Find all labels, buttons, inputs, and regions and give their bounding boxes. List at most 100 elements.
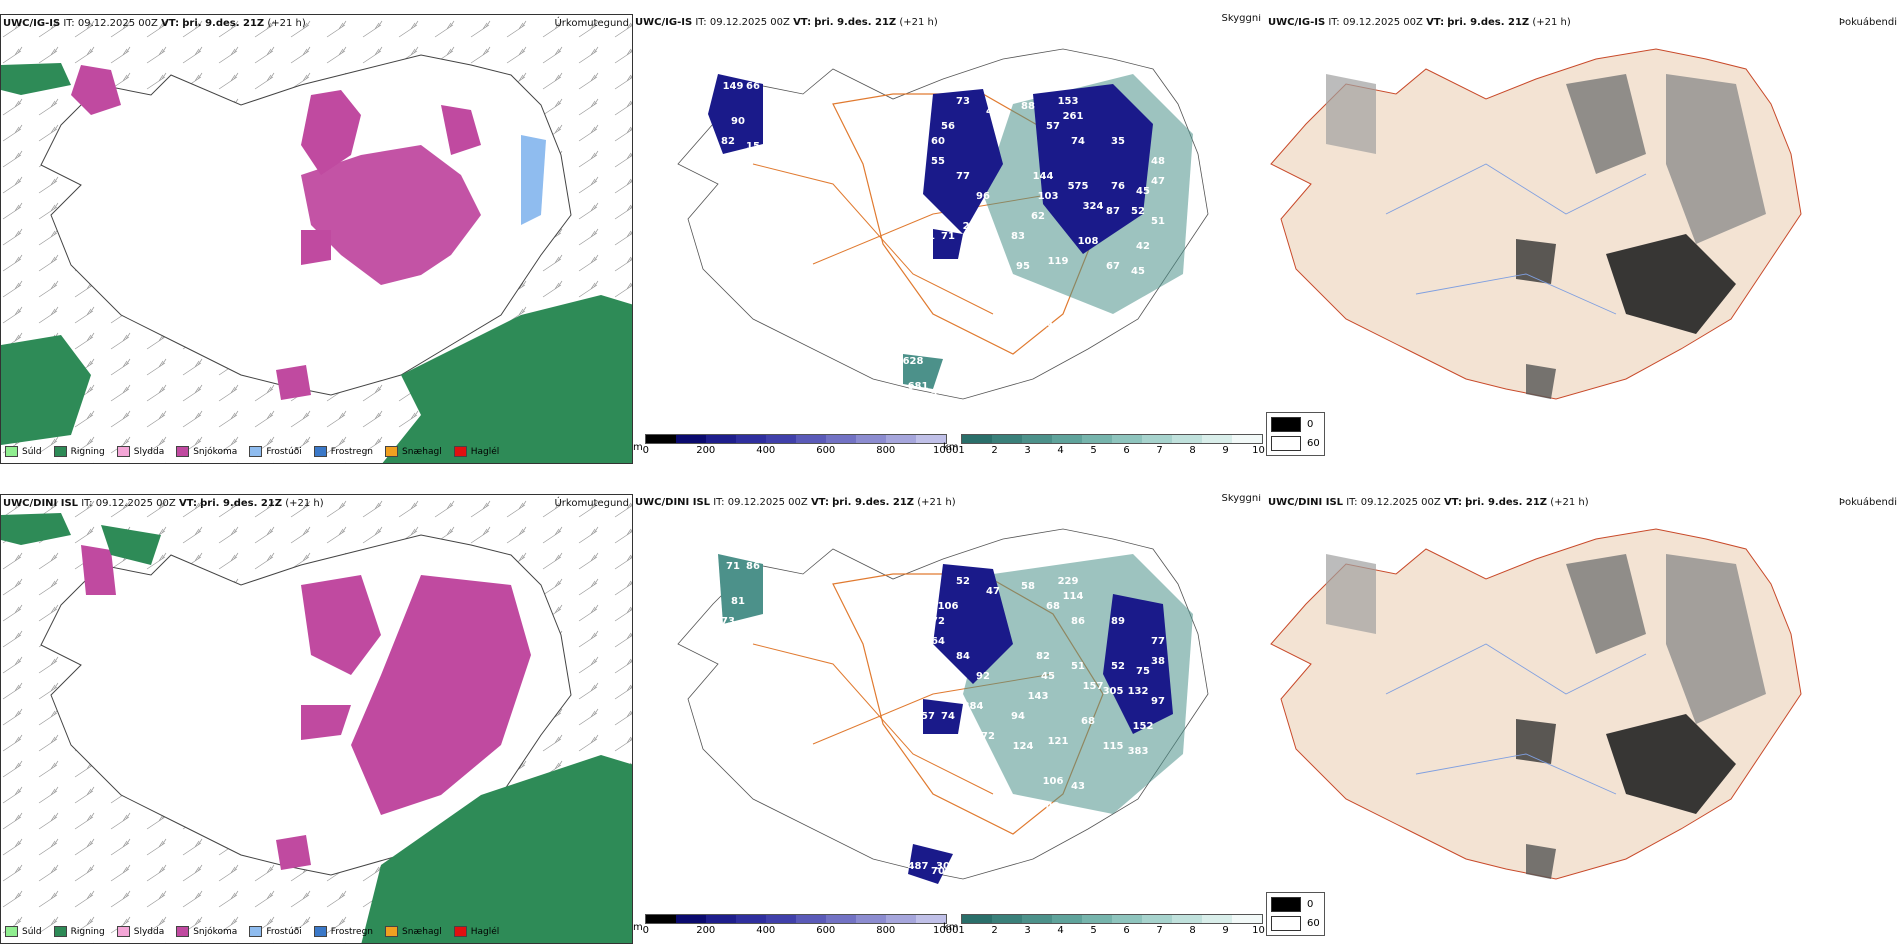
visibility-value-label: 72 — [1021, 806, 1035, 817]
visibility-value-label: 95 — [1016, 261, 1030, 272]
visibility-value-label: 74 — [941, 711, 955, 722]
visibility-value-label: 186 — [1043, 296, 1064, 307]
visibility-value-label: 47 — [986, 586, 1000, 597]
precip-legend-2: Súld Rigning Slydda Snjókoma Frostúði Fr… — [5, 926, 499, 937]
visibility-value-label: 42 — [1136, 241, 1150, 252]
visibility-value-label: 57 — [1046, 121, 1060, 132]
precip-header-2: UWC/DINI ISL IT: 09.12.2025 00Z VT: þri.… — [3, 498, 324, 509]
visibility-value-label: 125 — [903, 836, 924, 847]
visibility-value-label: 487 — [908, 861, 929, 872]
precip-title-2: Úrkomutegund — [554, 498, 629, 509]
visibility-value-label: 168 — [978, 251, 999, 262]
visibility-value-label: 324 — [1083, 201, 1104, 212]
visibility-value-label: 149 — [723, 81, 744, 92]
visibility-value-label: 49 — [1046, 801, 1060, 812]
visibility-value-label: 52 — [1111, 661, 1125, 672]
visibility-values-1: 149 66 90 15 82 73 47 88 153 261 56 57 60 55 74 35 48 77 9… — [721, 81, 1165, 397]
visibility-value-label: 57 — [921, 711, 935, 722]
fog-map-1 — [1270, 48, 1802, 400]
visibility-value-label: 35 — [1111, 136, 1125, 147]
iceland-outline — [40, 54, 572, 396]
visibility-value-label: 86 — [746, 561, 760, 572]
visibility-value-label: 82 — [1036, 651, 1050, 662]
visibility-value-label: 15 — [746, 141, 760, 152]
visibility-header-2: UWC/DINI ISL IT: 09.12.2025 00Z VT: þri.… — [635, 497, 956, 508]
visibility-value-label: 132 — [1128, 686, 1149, 697]
visibility-value-label: 45 — [931, 386, 945, 397]
km-colorbar-2: km 1 2 3 4 5 6 7 8 9 10 — [943, 914, 1265, 936]
visibility-value-label: 55 — [931, 156, 945, 167]
height-colorbar-1: m 0 200 400 600 800 1000 — [633, 434, 958, 456]
visibility-value-label: 628 — [903, 356, 924, 367]
visibility-value-label: 106 — [938, 601, 959, 612]
visibility-value-label: 106 — [1043, 776, 1064, 787]
visibility-value-label: 157 — [1083, 681, 1104, 692]
visibility-value-label: 47 — [1151, 176, 1165, 187]
visibility-value-label: 72 — [931, 616, 945, 627]
visibility-value-label: 383 — [1128, 746, 1149, 757]
visibility-value-label: 51 — [1071, 301, 1085, 312]
visibility-value-label: 98 — [746, 621, 760, 632]
fog-title-2: Þokuábendi — [1838, 497, 1897, 508]
visibility-value-label: 305 — [1103, 686, 1124, 697]
fog-map-2 — [1270, 528, 1802, 880]
visibility-value-label: 91 — [921, 231, 935, 242]
precip-panel-1: Súld Rigning Slydda Snjókoma Frostúði Fr… — [0, 14, 633, 464]
visibility-value-label: 89 — [1111, 616, 1125, 627]
visibility-value-label: 52 — [956, 576, 970, 587]
visibility-value-label: 153 — [1058, 96, 1079, 107]
visibility-value-label: 48 — [1151, 156, 1165, 167]
visibility-value-label: 38 — [1151, 656, 1165, 667]
visibility-value-label: 71 — [941, 231, 955, 242]
visibility-value-label: 62 — [1031, 211, 1045, 222]
fog-title-1: Þokuábendi — [1838, 17, 1897, 28]
precip-map-2 — [1, 495, 632, 943]
visibility-value-label: 268 — [963, 221, 984, 232]
visibility-value-label: 86 — [1071, 616, 1085, 627]
precip-header-1: UWC/IG-IS IT: 09.12.2025 00Z VT: þri. 9.… — [3, 18, 306, 29]
visibility-value-label: 30 — [936, 861, 950, 872]
visibility-title-2: Skyggni — [1221, 494, 1261, 504]
visibility-value-label: 108 — [1078, 236, 1099, 247]
visibility-map-1: 149 66 90 15 82 73 47 88 153 261 56 57 60 55 74 35 48 77 9… — [677, 48, 1209, 400]
visibility-value-label: 51 — [1151, 216, 1165, 227]
visibility-value-label: 229 — [1058, 576, 1079, 587]
visibility-value-label: 56 — [941, 121, 955, 132]
height-colorbar-2: m 0 200 400 600 800 1000 — [633, 914, 958, 936]
visibility-panel-1: 149 66 90 15 82 73 47 88 153 261 56 57 60 55 74 35 48 77 9… — [633, 14, 1266, 464]
visibility-value-label: 36 — [1046, 321, 1060, 332]
visibility-panel-2: 71 86 81 98 73 52 47 58 229 114 106 68 72 64 86 89 77 84 9… — [633, 494, 1266, 944]
visibility-value-label: 70 — [931, 866, 945, 877]
visibility-map-2: 71 86 81 98 73 52 47 58 229 114 106 68 72 64 86 89 77 84 9… — [677, 528, 1209, 884]
visibility-value-label: 119 — [1048, 256, 1069, 267]
visibility-value-label: 575 — [1068, 181, 1089, 192]
fog-header-2: UWC/DINI ISL IT: 09.12.2025 00Z VT: þri.… — [1268, 497, 1589, 508]
visibility-value-label: 73 — [956, 96, 970, 107]
visibility-value-label: 45 — [1136, 186, 1150, 197]
visibility-value-label: 103 — [1038, 191, 1059, 202]
precip-map-1 — [1, 15, 632, 463]
visibility-value-label: 90 — [731, 116, 745, 127]
visibility-value-label: 60 — [931, 136, 945, 147]
visibility-value-label: 77 — [1151, 636, 1165, 647]
visibility-value-label: 384 — [963, 701, 984, 712]
visibility-value-label: 68 — [1081, 716, 1095, 727]
visibility-value-label: 87 — [1106, 206, 1120, 217]
visibility-value-label: 45 — [1131, 266, 1145, 277]
visibility-values-2: 71 86 81 98 73 52 47 58 229 114 106 68 72 64 86 89 77 84 9… — [721, 561, 1165, 877]
visibility-value-label: 152 — [1133, 721, 1154, 732]
visibility-value-label: 77 — [956, 171, 970, 182]
visibility-value-label: 66 — [746, 81, 760, 92]
visibility-value-label: 124 — [1013, 741, 1034, 752]
visibility-value-label: 96 — [976, 191, 990, 202]
fog-header-1: UWC/IG-IS IT: 09.12.2025 00Z VT: þri. 9.… — [1268, 17, 1571, 28]
visibility-value-label: 81 — [731, 596, 745, 607]
precip-title-1: Úrkomutegund — [554, 18, 629, 29]
visibility-value-label: 143 — [1028, 691, 1049, 702]
visibility-value-label: 166 — [923, 831, 944, 842]
fog-legend-1: 0 60 — [1266, 412, 1325, 456]
visibility-value-label: 114 — [1063, 591, 1084, 602]
visibility-value-label: 45 — [1041, 671, 1055, 682]
visibility-value-label: 68 — [1046, 601, 1060, 612]
visibility-value-label: 43 — [1071, 781, 1085, 792]
